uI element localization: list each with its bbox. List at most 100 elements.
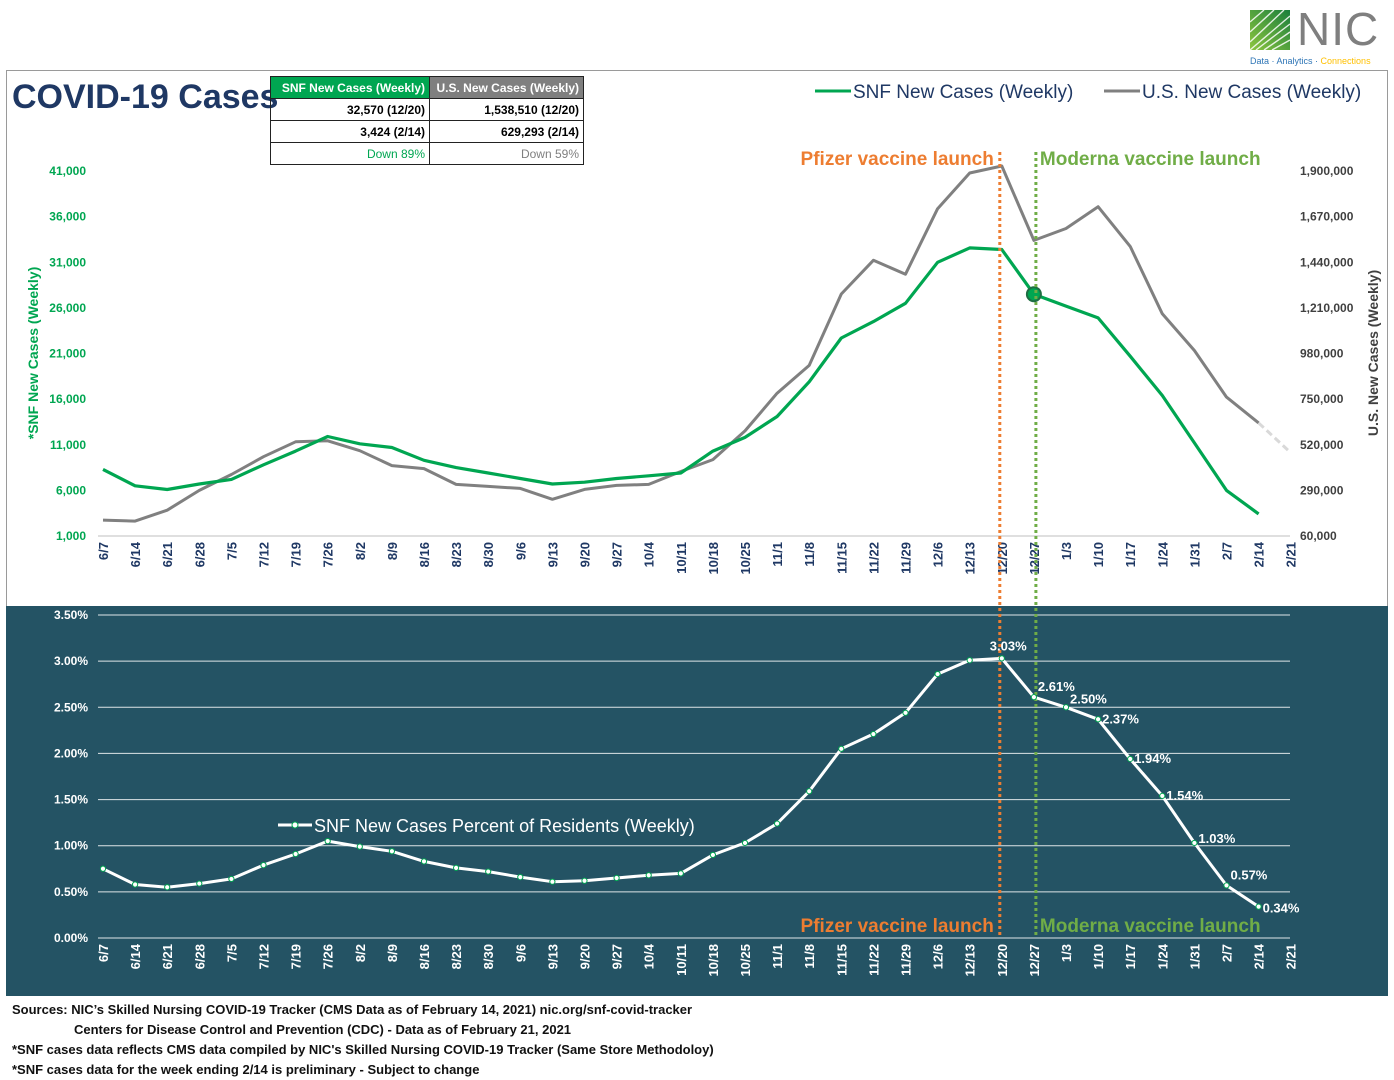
percent-point: [581, 877, 588, 884]
top-x-tick-label: 7/26: [321, 542, 336, 567]
bottom-x-tick-label: 7/5: [224, 944, 239, 962]
top-x-tick-label: 9/20: [578, 542, 593, 567]
top-x-tick-label: 7/19: [289, 542, 304, 567]
top-x-tick-label: 8/30: [481, 542, 496, 567]
percent-point: [613, 874, 620, 882]
percent-data-label: 1.03%: [1198, 831, 1235, 846]
right-y-tick-label: 1,440,000: [1300, 255, 1354, 269]
percent-legend-label: SNF New Cases Percent of Residents (Week…: [314, 816, 695, 836]
top-x-tick-label: 12/27: [1027, 542, 1042, 575]
top-x-tick-label: 1/3: [1059, 542, 1074, 560]
nic-logo: NIC Data · Analytics · Connections: [1248, 3, 1388, 68]
top-x-tick-label: 10/4: [642, 541, 657, 567]
top-x-tick-label: 8/16: [417, 542, 432, 567]
percent-data-label: 0.34%: [1263, 901, 1300, 916]
percent-point: [164, 884, 171, 891]
percent-point: [260, 861, 267, 869]
top-x-tick-label: 6/28: [192, 542, 207, 567]
top-x-tick-label: 9/27: [610, 542, 625, 567]
percent-point: [902, 709, 909, 716]
bottom-x-tick-label: 12/6: [931, 944, 946, 969]
percent-legend-marker: [291, 821, 299, 829]
percent-point: [677, 870, 684, 877]
top-x-tick-label: 11/8: [802, 542, 817, 567]
legend-us-label: U.S. New Cases (Weekly): [1142, 82, 1361, 103]
top-x-tick-label: 11/22: [866, 542, 881, 574]
percent-point: [870, 730, 877, 738]
top-x-tick-label: 2/21: [1284, 542, 1299, 567]
bottom-x-tick-label: 11/1: [770, 944, 785, 969]
percent-point: [709, 851, 717, 859]
percent-data-label: 2.37%: [1102, 711, 1139, 726]
percent-point: [485, 868, 492, 875]
bottom-x-tick-label: 1/10: [1091, 944, 1106, 969]
percent-point: [388, 848, 395, 855]
percent-point: [356, 843, 363, 850]
top-x-tick-label: 8/23: [449, 542, 464, 567]
top-x-tick-label: 6/7: [96, 542, 111, 560]
bottom-x-tick-label: 9/13: [545, 944, 560, 969]
snf-cases-line: [102, 246, 1260, 516]
left-y-tick-label: 6,000: [56, 483, 86, 497]
top-x-tick-label: 11/29: [899, 542, 914, 574]
right-y-tick-label: 520,000: [1300, 438, 1344, 452]
summary-header-row: SNF New Cases (Weekly) U.S. New Cases (W…: [270, 76, 584, 99]
moderna-annotation-top: Moderna vaccine launch: [1040, 149, 1261, 170]
bottom-x-tick-label: 1/17: [1123, 944, 1138, 969]
percent-point: [292, 850, 299, 858]
bottom-x-tick-label: 6/21: [160, 944, 175, 969]
right-y-tick-label: 60,000: [1300, 529, 1337, 543]
bottom-x-tick-label: 7/26: [321, 944, 336, 969]
bottom-x-tick-label: 9/27: [610, 944, 625, 969]
footer-note-methodology: *SNF cases data reflects CMS data compil…: [12, 1042, 714, 1057]
logo-text: NIC: [1297, 3, 1380, 55]
top-x-tick-label: 7/5: [224, 542, 239, 560]
logo-tagline: Data · Analytics · Connections: [1250, 56, 1371, 66]
top-x-tick-label: 2/7: [1220, 542, 1235, 560]
percent-point: [806, 788, 813, 795]
right-y-tick-label: 980,000: [1300, 347, 1344, 361]
bottom-x-tick-label: 9/6: [513, 944, 528, 962]
top-x-tick-label: 10/25: [738, 542, 753, 575]
bottom-x-tick-label: 2/7: [1220, 944, 1235, 962]
summary-cell: 32,570 (12/20): [270, 98, 430, 121]
moderna-annotation-bottom: Moderna vaccine launch: [1040, 916, 1261, 937]
bottom-x-tick-label: 6/28: [192, 944, 207, 969]
percent-y-tick-label: 3.00%: [54, 654, 88, 668]
percent-data-label: 3.03%: [990, 638, 1027, 653]
bottom-x-tick-label: 8/9: [385, 944, 400, 962]
percent-point: [228, 875, 235, 883]
us-cases-preliminary-segment: [1257, 421, 1292, 454]
pfizer-annotation-bottom: Pfizer vaccine launch: [801, 916, 994, 937]
bottom-x-tick-label: 1/31: [1187, 944, 1202, 969]
pfizer-annotation-top: Pfizer vaccine launch: [801, 149, 994, 170]
percent-y-tick-label: 3.50%: [54, 608, 88, 622]
percent-point: [196, 880, 203, 887]
left-y-axis-title: *SNF New Cases (Weekly): [25, 267, 41, 439]
bottom-x-tick-label: 8/16: [417, 944, 432, 969]
right-y-tick-label: 1,900,000: [1300, 164, 1354, 178]
crossover-marker: [1025, 286, 1042, 303]
percent-point: [741, 839, 749, 847]
logo-tag-a: Data · Analytics ·: [1250, 56, 1321, 66]
percent-data-label: 1.94%: [1134, 751, 1171, 766]
percent-data-label: 2.50%: [1070, 691, 1107, 706]
bottom-x-tick-label: 8/2: [353, 944, 368, 962]
percent-point: [1127, 755, 1134, 763]
footer-sources: Sources: NIC’s Skilled Nursing COVID-19 …: [12, 1002, 693, 1017]
footer-note-preliminary: *SNF cases data for the week ending 2/14…: [12, 1062, 480, 1077]
percent-chart-panel: [6, 606, 1388, 996]
bottom-x-tick-label: 1/24: [1155, 943, 1170, 969]
percent-point: [453, 864, 460, 871]
top-x-tick-label: 11/15: [834, 542, 849, 574]
summary-table: SNF New Cases (Weekly) U.S. New Cases (W…: [270, 76, 584, 165]
percent-data-label: 0.57%: [1231, 867, 1268, 882]
percent-point: [838, 745, 845, 752]
percent-point: [1255, 903, 1262, 910]
summary-cell-us-change: Down 59%: [429, 142, 584, 165]
summary-row: 32,570 (12/20) 1,538,510 (12/20): [270, 98, 584, 121]
top-x-tick-label: 2/14: [1252, 541, 1267, 567]
bottom-x-tick-label: 6/14: [128, 943, 143, 969]
right-y-axis-title: U.S. New Cases (Weekly): [1365, 270, 1381, 436]
percent-point: [549, 878, 556, 885]
